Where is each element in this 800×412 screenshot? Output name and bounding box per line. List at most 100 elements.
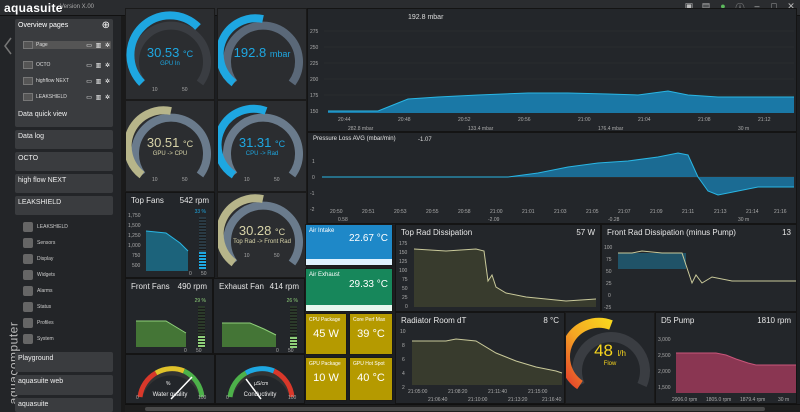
sensors-item[interactable]: Sensors [23,238,55,248]
air-exhaust-tile: Air Exhaust 29.33 °C [305,268,393,312]
pressure-chart-panel: 192.8 mbar 275 250 225 200 175 150 20:44… [307,8,797,132]
panel-title: Radiator Room dT [401,316,467,325]
scrollbar-thumb[interactable] [145,407,765,411]
tile-label: Core Perf Max [353,317,386,323]
leakshield-icon [23,222,33,232]
item-actions-icon[interactable]: ▭ ▥ ✲ [86,62,111,69]
fan-percent: 33 % [194,209,206,215]
fan-area [146,231,188,271]
page-thumbnail [23,93,33,101]
scale-max: 50 [274,253,280,259]
gauge-label: GPU In [160,61,180,67]
folder-icon[interactable]: ▣ [684,1,694,11]
aquasuite-button[interactable]: aquasuite [15,398,113,412]
alarms-item[interactable]: Alarms [23,286,53,296]
y-ticks: 3,000 2,500 2,000 1,500 [658,337,671,391]
overview-pages-panel[interactable]: Overview pages ⊕ Page ▭ ▥ ✲ OCTO ▭ ▥ ✲ h… [15,19,113,111]
ytick: 8 [402,343,405,349]
ytick: 100 [604,245,613,251]
front-rad-line [618,250,796,285]
highflow-next-button[interactable]: high flow NEXT [15,174,113,193]
overview-item[interactable]: LEAKSHIELD ▭ ▥ ✲ [23,93,111,101]
aquasuite-web-button[interactable]: aquasuite web [15,375,113,395]
sidebar: aquacomputer Overview pages ⊕ Page ▭ ▥ ✲… [0,16,121,412]
stat-min: 1805.0 rpm [706,397,731,403]
ytick: -25 [604,305,611,311]
stat-span: 30 m [738,217,749,223]
data-log-button[interactable]: Data log [15,130,113,149]
xtick: 20:53 [394,209,407,215]
status-icon[interactable]: ● [720,1,726,11]
status-item[interactable]: Status [23,302,51,312]
xtick: 21:11 [682,209,694,215]
ytick: 1,500 [658,385,671,391]
panel-value: 1810 rpm [757,316,791,325]
overview-item[interactable]: OCTO ▭ ▥ ✲ [23,61,111,69]
stat-span: 30 m [738,126,749,132]
value: 30.53 [146,45,180,60]
xtick: 21:13 [714,209,727,215]
playground-button[interactable]: Playground [15,352,113,372]
unit: °C [275,139,286,149]
panel-value: -1.07 [418,137,432,143]
panel-title: Top Fans [131,196,164,205]
unit: mbar [269,49,291,59]
panel-title: Front Fans [131,282,170,291]
item-actions-icon[interactable]: ▭ ▥ ✲ [86,94,111,101]
xtick: 21:09 [650,209,663,215]
ytick: 3,000 [658,337,671,343]
exhaust-fan-panel: Exhaust Fan 414 rpm 26 % 0 50 [213,278,305,354]
gauge-arc [126,106,211,179]
tile-value: 40 °C [357,372,385,384]
widgets-item[interactable]: Widgets [23,270,55,280]
ytick: 75 [402,277,408,283]
scale-tick: 0 [136,395,139,401]
ytick: 250 [310,45,319,51]
gauge-label: CPU -> Rad [245,151,279,157]
fan-scale-lo: 0 [276,348,279,354]
overview-item[interactable]: Page ▭ ▥ ✲ [23,41,111,49]
tile-label: Air Exhaust [309,272,340,278]
collapse-icon[interactable] [3,36,13,56]
data-quick-view-button[interactable]: Data quick view [15,108,113,127]
add-page-icon[interactable]: ⊕ [101,20,110,31]
gauge-arc [126,11,211,86]
pressure-loss-panel: Pressure Loss AVG (mbar/min) -1.07 1 0 -… [307,132,797,224]
octo-button[interactable]: OCTO [15,152,113,171]
item-actions-icon[interactable]: ▭ ▥ ✲ [86,78,111,85]
ytick: 25 [606,281,612,287]
gauge-label: GPU -> CPU [152,151,188,157]
tile-label: Air Intake [309,228,335,234]
overview-pages-label: Overview pages [18,22,69,29]
system-item[interactable]: System [23,334,54,344]
fan-scale-lo: 0 [184,348,187,354]
close-icon[interactable]: ✕ [787,1,795,11]
xtick: 21:06:40 [428,397,448,403]
x-ticks: 21:05:00 21:08:20 21:11:40 21:15:00 21:0… [408,389,562,403]
overview-item[interactable]: highflow NEXT ▭ ▥ ✲ [23,77,111,85]
xtick: 21:10:00 [468,397,488,403]
item-actions-icon[interactable]: ▭ ▥ ✲ [86,42,111,49]
front-rad-chart: 100 75 50 25 0 -25 [604,245,796,311]
water-quality-panel: % Water quality 0 100 [125,354,215,404]
ytick: 1 [312,159,315,165]
xtick: 20:52 [458,117,471,123]
xtick: 20:51 [362,209,375,215]
profiles-item[interactable]: Profiles [23,318,54,328]
save-icon[interactable]: ▤ [701,1,711,11]
display-item[interactable]: Display [23,254,53,264]
panel-title: Exhaust Fan [219,282,264,291]
xtick: 20:55 [426,209,439,215]
leakshield-button[interactable]: LEAKSHIELD [15,196,113,215]
ytick: 50 [606,269,612,275]
maximize-icon[interactable]: □ [771,1,777,11]
stat-min: 133.4 mbar [468,126,494,132]
ytick: 100 [399,268,408,274]
leakshield-overview-item[interactable]: LEAKSHIELD [23,222,68,232]
xtick: 21:16 [774,209,787,215]
overview-item-label: highflow NEXT [36,78,70,84]
minimize-icon[interactable]: – [754,1,760,11]
xtick: 21:01 [522,209,535,215]
display-icon [23,254,33,264]
horizontal-scrollbar[interactable] [125,404,800,412]
